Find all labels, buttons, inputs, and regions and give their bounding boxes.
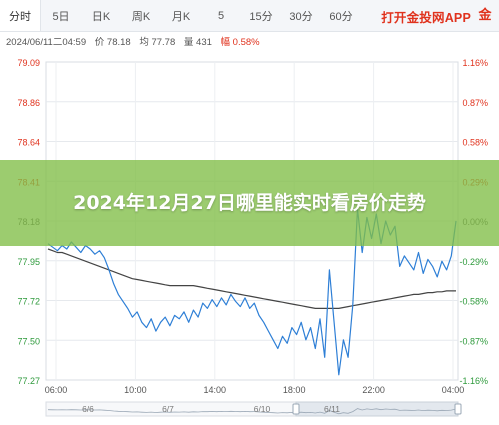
period-tabs: 分时 5日 日K 周K 月K 5 15分 30分 60分 xyxy=(0,0,499,32)
tab-0[interactable]: 分时 xyxy=(0,0,41,31)
y-tick-right: -1.16% xyxy=(459,376,488,386)
info-price: 价 78.18 xyxy=(94,37,131,48)
y-tick-right: 0.58% xyxy=(462,138,488,148)
date-label: 6/11 xyxy=(324,404,340,414)
x-tick: 14:00 xyxy=(204,385,227,395)
y-tick-left: 77.27 xyxy=(17,376,40,386)
tab-2[interactable]: 日K xyxy=(91,10,111,23)
date-label: 6/6 xyxy=(82,404,94,414)
y-tick-left: 79.09 xyxy=(17,58,40,68)
x-tick: 22:00 xyxy=(362,385,385,395)
info-change: 幅 0.58% xyxy=(220,37,260,48)
tab-8[interactable]: 60分 xyxy=(329,10,353,23)
info-datetime: 2024/06/11二04:59 xyxy=(6,37,87,48)
tab-1[interactable]: 5日 xyxy=(52,10,70,23)
tab-6[interactable]: 15分 xyxy=(249,10,273,23)
open-app-link[interactable]: 打开金投网APP xyxy=(381,10,471,25)
date-label: 6/7 xyxy=(162,404,174,414)
y-tick-right: -0.29% xyxy=(459,257,488,267)
date-label: 6/10 xyxy=(254,404,271,414)
x-tick: 06:00 xyxy=(45,385,68,395)
y-tick-right: 0.87% xyxy=(462,98,488,108)
tab-3[interactable]: 周K xyxy=(131,10,151,23)
y-tick-left: 78.64 xyxy=(17,138,40,148)
headline-banner: 2024年12月27日哪里能实时看房价走势 xyxy=(0,160,499,246)
avg-line xyxy=(47,248,456,309)
info-avg: 均 77.78 xyxy=(139,37,176,48)
y-tick-left: 77.50 xyxy=(17,336,40,346)
y-tick-right: -0.87% xyxy=(459,336,488,346)
tab-7[interactable]: 30分 xyxy=(289,10,313,23)
navigator-handle-left xyxy=(292,403,300,415)
navigator-handle-right xyxy=(454,403,462,415)
brand-logo-icon[interactable]: 金 xyxy=(478,7,492,22)
y-tick-right: 1.16% xyxy=(462,58,488,68)
headline-title: 2024年12月27日哪里能实时看房价走势 xyxy=(73,192,426,214)
navigator-sparkline xyxy=(47,408,457,415)
tab-5[interactable]: 5 xyxy=(217,9,225,22)
quote-info-line: 2024/06/11二04:59 价 78.18 均 77.78 量 431 幅… xyxy=(6,34,266,50)
y-tick-left: 77.95 xyxy=(17,257,40,267)
x-tick: 18:00 xyxy=(283,385,306,395)
y-tick-right: -0.58% xyxy=(459,297,488,307)
info-volume: 量 431 xyxy=(183,37,212,48)
y-tick-left: 77.72 xyxy=(17,297,40,307)
y-tick-left: 78.86 xyxy=(17,98,40,108)
tab-4[interactable]: 月K xyxy=(171,10,191,23)
x-tick: 10:00 xyxy=(124,385,147,395)
x-tick: 04:00 xyxy=(442,385,465,395)
